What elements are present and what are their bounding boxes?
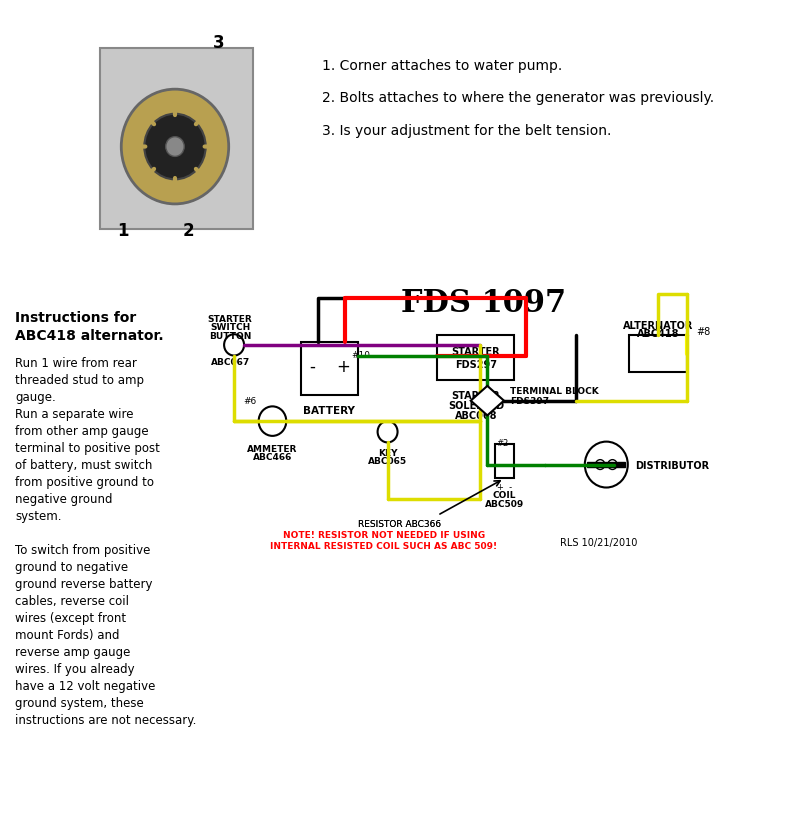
Text: ABC065: ABC065	[368, 456, 407, 465]
Text: RESISTOR ABC366: RESISTOR ABC366	[358, 519, 441, 528]
Text: 3: 3	[213, 34, 225, 51]
Circle shape	[595, 460, 605, 470]
Text: FDS 1097: FDS 1097	[401, 287, 566, 319]
Text: 3. Is your adjustment for the belt tension.: 3. Is your adjustment for the belt tensi…	[322, 124, 612, 138]
Text: BUTTON: BUTTON	[209, 331, 251, 340]
Bar	[438, 335, 514, 381]
Text: ABC509: ABC509	[485, 499, 524, 508]
Text: #2: #2	[497, 438, 509, 447]
Text: STARTER: STARTER	[208, 315, 253, 324]
Text: ABC466: ABC466	[253, 452, 292, 461]
Text: ABC418: ABC418	[637, 329, 679, 339]
Polygon shape	[470, 387, 504, 416]
Text: #8: #8	[696, 326, 710, 336]
Bar	[301, 342, 358, 396]
Text: TERMINAL BLOCK: TERMINAL BLOCK	[510, 387, 599, 396]
Text: COIL: COIL	[493, 491, 516, 500]
Text: FDS297: FDS297	[455, 359, 497, 370]
Text: RESISTOR ABC366: RESISTOR ABC366	[358, 519, 441, 528]
Bar	[587, 463, 626, 468]
Bar	[630, 335, 687, 373]
Text: STARTER: STARTER	[451, 347, 500, 357]
Text: STARTER: STARTER	[451, 391, 500, 401]
Text: ALTERNATOR: ALTERNATOR	[623, 320, 694, 331]
Circle shape	[224, 335, 244, 356]
Circle shape	[144, 114, 206, 181]
Text: ABC067: ABC067	[210, 358, 250, 366]
Text: Run 1 wire from rear
threaded stud to amp
gauge.
Run a separate wire
from other : Run 1 wire from rear threaded stud to am…	[15, 356, 197, 725]
Text: -: -	[310, 358, 315, 376]
Circle shape	[378, 421, 398, 443]
Text: AMMETER: AMMETER	[247, 444, 298, 453]
Text: #6: #6	[243, 397, 257, 406]
Text: 1. Corner attaches to water pump.: 1. Corner attaches to water pump.	[322, 59, 562, 73]
Text: BATTERY: BATTERY	[303, 405, 355, 415]
Text: RLS 10/21/2010: RLS 10/21/2010	[560, 537, 638, 547]
Text: DISTRIBUTOR: DISTRIBUTOR	[635, 460, 710, 470]
Text: SWITCH: SWITCH	[210, 323, 250, 332]
Text: #10: #10	[351, 351, 370, 360]
Circle shape	[608, 460, 617, 470]
Circle shape	[166, 137, 184, 157]
Circle shape	[258, 407, 286, 436]
Circle shape	[585, 442, 628, 488]
Text: +: +	[336, 358, 350, 376]
Text: ABC068: ABC068	[454, 410, 497, 420]
Circle shape	[122, 90, 229, 205]
Text: NOTE! RESISTOR NOT NEEDED IF USING
INTERNAL RESISTED COIL SUCH AS ABC 509!: NOTE! RESISTOR NOT NEEDED IF USING INTER…	[270, 530, 498, 551]
Text: 1: 1	[117, 222, 129, 240]
Text: 2: 2	[182, 222, 194, 240]
Text: 2. Bolts attaches to where the generator was previously.: 2. Bolts attaches to where the generator…	[322, 91, 714, 105]
Bar	[495, 445, 514, 479]
Bar	[100, 49, 254, 229]
Text: KEY: KEY	[378, 448, 398, 457]
Text: SOLENOID: SOLENOID	[448, 400, 504, 410]
Text: Instructions for
ABC418 alternator.: Instructions for ABC418 alternator.	[15, 311, 164, 342]
Text: +  -: + -	[497, 483, 512, 492]
Text: FDS397: FDS397	[510, 397, 550, 406]
